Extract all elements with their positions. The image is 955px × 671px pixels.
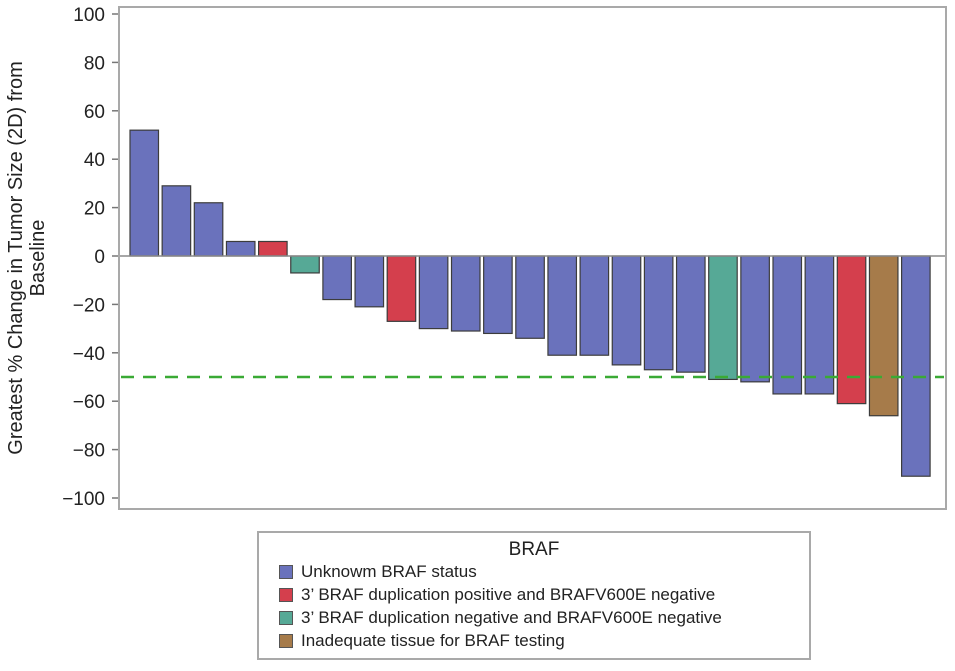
bar	[611, 255, 642, 366]
bar	[900, 255, 931, 477]
y-tick-label: −100	[62, 489, 105, 510]
legend-label-dup-positive: 3’ BRAF duplication positive and BRAFV60…	[301, 585, 716, 604]
bar	[290, 255, 320, 274]
y-tick-label: −80	[73, 441, 105, 462]
bar	[450, 255, 481, 332]
legend-swatch-unknown	[279, 565, 293, 579]
bar	[515, 255, 545, 339]
bar	[193, 202, 224, 257]
y-axis-ticks	[112, 13, 119, 499]
y-tick-label: −40	[73, 344, 105, 365]
plot-frame	[118, 6, 947, 510]
y-tick-label: 80	[84, 53, 105, 74]
y-axis-label-line: Greatest % Change in Tumor Size (2D) fro…	[5, 61, 27, 454]
bar	[708, 255, 738, 381]
y-tick-label: 100	[73, 5, 105, 26]
legend-label-dup-negative: 3’ BRAF duplication negative and BRAFV60…	[301, 608, 722, 627]
bars	[129, 129, 931, 477]
bar	[483, 255, 513, 335]
y-tick-label: −20	[73, 295, 105, 316]
bar	[354, 255, 385, 308]
legend-item-dup-negative: 3’ BRAF duplication negative and BRAFV60…	[279, 607, 722, 629]
y-axis-label-line: Baseline	[27, 220, 49, 297]
legend: BRAF Unknowm BRAF status 3’ BRAF duplica…	[257, 531, 811, 660]
bar	[804, 255, 835, 395]
legend-swatch-dup-positive	[279, 588, 293, 602]
bar	[772, 255, 803, 395]
bar	[129, 129, 160, 257]
bar	[418, 255, 449, 330]
bar	[675, 255, 706, 373]
bar	[258, 240, 288, 257]
y-tick-label: 0	[94, 247, 105, 268]
bar	[868, 255, 899, 417]
legend-swatch-dup-negative	[279, 611, 293, 625]
legend-title: BRAF	[508, 539, 560, 560]
bar	[740, 255, 770, 383]
legend-item-unknown: Unknowm BRAF status	[279, 561, 477, 583]
legend-label-inadequate: Inadequate tissue for BRAF testing	[301, 631, 565, 650]
bar	[836, 255, 867, 405]
y-tick-label: 20	[84, 199, 105, 220]
bar	[225, 240, 256, 257]
y-tick-label: 60	[84, 102, 105, 123]
y-tick-label: −60	[73, 392, 105, 413]
legend-item-dup-positive: 3’ BRAF duplication positive and BRAFV60…	[279, 584, 715, 606]
bar	[547, 255, 578, 356]
waterfall-chart: Greatest % Change in Tumor Size (2D) fro…	[5, 5, 947, 510]
y-tick-label: 40	[84, 150, 105, 171]
legend-swatch-inadequate	[279, 634, 293, 648]
bar	[579, 255, 610, 356]
bar	[322, 255, 352, 301]
y-axis-label: Greatest % Change in Tumor Size (2D) fro…	[5, 61, 49, 454]
bar	[161, 185, 192, 257]
y-axis-tick-labels: 100 80 60 40 20 0 −20 −40 −60 −80 −100	[62, 5, 105, 510]
bar	[386, 255, 417, 322]
legend-item-inadequate: Inadequate tissue for BRAF testing	[279, 630, 565, 652]
bar	[643, 255, 674, 371]
legend-label-unknown: Unknowm BRAF status	[301, 562, 477, 581]
